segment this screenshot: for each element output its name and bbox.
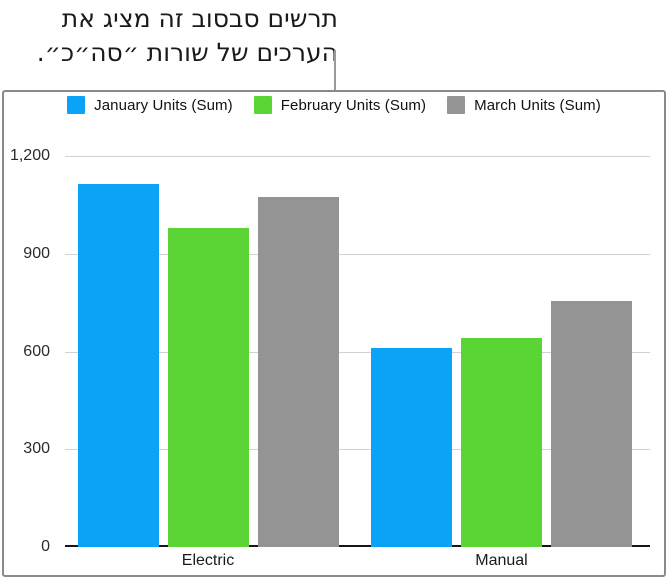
y-tick-label: 300 <box>23 440 50 458</box>
y-tick-label: 0 <box>41 538 50 555</box>
callout-connector-line <box>334 50 336 90</box>
bar-electric-3[interactable] <box>257 196 339 547</box>
y-tick-label: 900 <box>23 244 50 262</box>
pivot-chart: January Units (Sum) February Units (Sum) M… <box>2 90 666 577</box>
x-category-label: Electric <box>181 552 235 569</box>
x-category-label: Manual <box>475 552 528 569</box>
callout-caption-line1: תרשים סבסוב זה מציג את <box>61 4 338 33</box>
legend-label: February Units (Sum) <box>280 96 427 114</box>
y-tick-label: 1,200 <box>9 147 50 164</box>
bar-electric-1[interactable] <box>77 183 159 547</box>
bar-manual-1[interactable] <box>371 348 452 547</box>
bar-manual-2[interactable] <box>461 338 542 547</box>
legend-label: March Units (Sum) <box>474 96 601 114</box>
bar-manual-3[interactable] <box>551 301 632 547</box>
legend-swatch <box>447 96 466 114</box>
bar-electric-2[interactable] <box>167 227 249 547</box>
legend-label: January Units (Sum) <box>94 96 233 114</box>
gridline <box>65 449 650 451</box>
legend-item[interactable]: March Units (Sum) <box>447 96 601 114</box>
x-axis-line <box>65 545 650 547</box>
legend-item[interactable]: January Units (Sum) <box>67 96 233 114</box>
gridline <box>65 351 650 353</box>
legend-swatch <box>67 96 86 114</box>
gridline <box>65 156 650 157</box>
callout-caption: תרשים סבסוב זה מציג את הערכים של שורות ״… <box>37 2 338 70</box>
y-tick-label: 600 <box>23 342 50 360</box>
callout-caption-line2: הערכים של שורות ״סה״כ״. <box>36 38 338 67</box>
gridline <box>65 253 650 255</box>
legend-item[interactable]: February Units (Sum) <box>253 96 427 114</box>
legend-swatch <box>253 96 272 114</box>
chart-legend: January Units (Sum) February Units (Sum) M… <box>4 96 664 114</box>
